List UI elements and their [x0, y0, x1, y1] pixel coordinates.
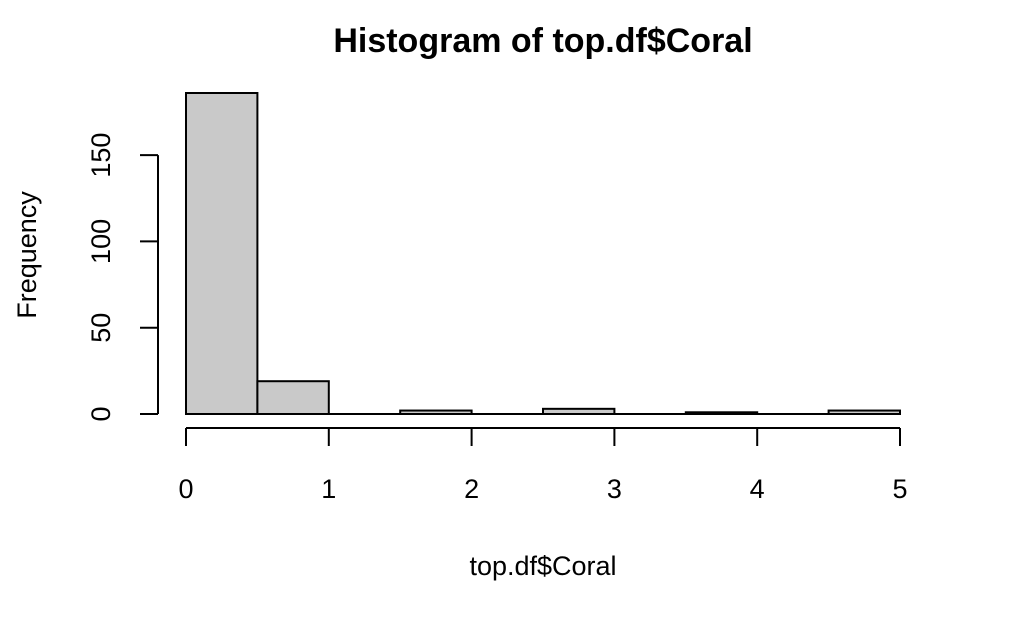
chart-title: Histogram of top.df$Coral: [333, 22, 752, 60]
y-tick-label: 100: [86, 219, 116, 264]
bars-layer: [185, 92, 901, 416]
histogram-bar: [256, 380, 330, 416]
y-tick-label: 150: [86, 133, 116, 178]
y-tick-label: 50: [86, 313, 116, 343]
x-tick-label: 3: [607, 474, 622, 504]
x-tick-label: 4: [750, 474, 765, 504]
x-tick-label: 1: [321, 474, 336, 504]
y-tick-label: 0: [86, 406, 116, 421]
y-axis: 0 50 100 150: [86, 133, 159, 422]
histogram-bar: [185, 92, 259, 415]
x-axis-label: top.df$Coral: [469, 551, 616, 581]
x-axis: 0 1 2 3 4 5: [178, 427, 908, 504]
x-tick-label: 5: [892, 474, 907, 504]
y-axis-label: Frequency: [12, 191, 42, 319]
x-tick-label: 2: [464, 474, 479, 504]
x-tick-label: 0: [178, 474, 193, 504]
